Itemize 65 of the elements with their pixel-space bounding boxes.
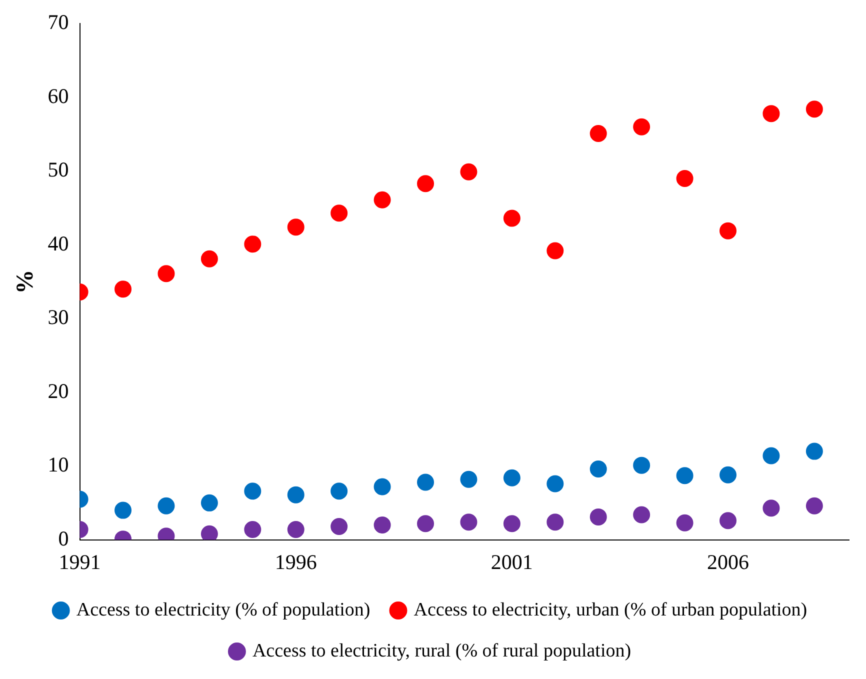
point bbox=[806, 497, 823, 514]
point bbox=[330, 482, 348, 500]
point bbox=[287, 520, 304, 538]
point bbox=[330, 204, 348, 222]
legend-label: Access to electricity, rural (% of rural population) bbox=[252, 640, 632, 662]
point bbox=[244, 482, 262, 500]
y-tick-label: 10 bbox=[48, 452, 69, 477]
x-tick-label: 1996 bbox=[274, 550, 317, 574]
y-tick-label: 50 bbox=[48, 158, 69, 182]
y-tick-label: 30 bbox=[48, 305, 69, 330]
point bbox=[244, 236, 262, 253]
y-tick-label: 0 bbox=[58, 526, 69, 550]
point bbox=[503, 210, 520, 227]
point bbox=[590, 508, 607, 526]
x-tick-label: 1991 bbox=[58, 550, 101, 574]
point bbox=[200, 525, 218, 540]
point bbox=[374, 478, 391, 496]
point bbox=[590, 124, 607, 142]
point bbox=[633, 118, 650, 136]
point bbox=[806, 100, 823, 118]
point bbox=[200, 250, 218, 268]
legend-label: Access to electricity, urban (% of urban population) bbox=[414, 599, 808, 620]
point bbox=[720, 512, 736, 530]
y-tick-label: 20 bbox=[48, 378, 69, 403]
point bbox=[503, 515, 520, 532]
point bbox=[546, 475, 564, 492]
point bbox=[244, 520, 262, 538]
point bbox=[158, 497, 175, 514]
point bbox=[676, 170, 694, 187]
point bbox=[762, 500, 780, 517]
point bbox=[720, 466, 736, 484]
y-tick-label: 40 bbox=[48, 231, 69, 256]
point bbox=[374, 516, 391, 534]
point bbox=[546, 514, 564, 531]
point bbox=[417, 474, 434, 491]
x-tick-label: 2006 bbox=[707, 550, 749, 574]
point bbox=[460, 470, 478, 488]
point bbox=[633, 456, 650, 474]
point bbox=[590, 460, 607, 478]
point bbox=[806, 442, 823, 460]
point bbox=[762, 105, 780, 122]
point bbox=[460, 514, 478, 531]
point bbox=[503, 469, 520, 486]
point bbox=[200, 494, 218, 512]
point bbox=[374, 191, 391, 208]
y-tick-label: 70 bbox=[48, 10, 69, 34]
point bbox=[287, 486, 304, 504]
x-tick-label: 2001 bbox=[490, 550, 533, 574]
point bbox=[460, 163, 478, 180]
point bbox=[114, 280, 132, 298]
point bbox=[676, 467, 694, 484]
point bbox=[287, 218, 304, 236]
point bbox=[417, 175, 434, 192]
y-axis-title: % bbox=[12, 270, 39, 294]
point bbox=[417, 515, 434, 532]
point bbox=[676, 514, 694, 532]
y-tick-label: 60 bbox=[48, 84, 69, 108]
point bbox=[633, 506, 650, 524]
point bbox=[546, 242, 564, 260]
point bbox=[720, 222, 736, 240]
point bbox=[114, 502, 132, 519]
point bbox=[330, 518, 348, 536]
legend-label: Access to electricity (% of population) bbox=[76, 599, 370, 620]
point bbox=[762, 447, 780, 464]
point bbox=[158, 265, 175, 282]
